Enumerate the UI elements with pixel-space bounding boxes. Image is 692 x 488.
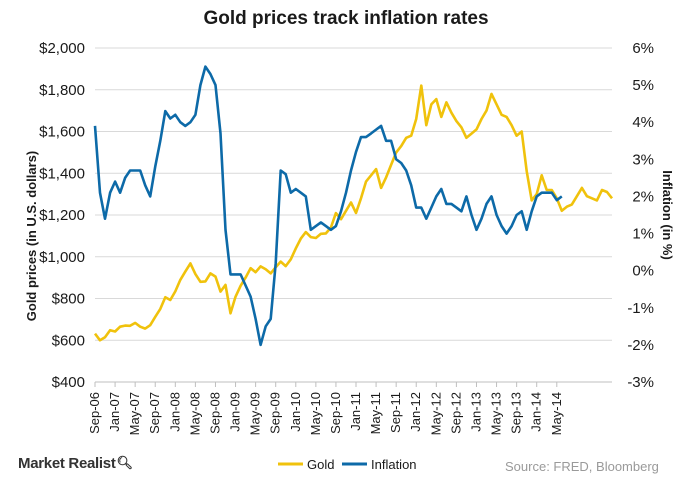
y-left-tick-label: $1,800 <box>39 82 85 99</box>
y-left-tick-label: $1,200 <box>39 207 85 224</box>
x-tick-label: Jan-07 <box>107 392 122 432</box>
x-tick-label: Sep-06 <box>87 392 102 434</box>
x-tick-label: May-09 <box>248 392 263 435</box>
x-tick-label: Sep-12 <box>448 392 463 434</box>
x-axis: Sep-06 Jan-07 May-07 Sep-07 Jan-08 May-08 Sep-… <box>87 381 612 435</box>
x-tick-label: Jan-14 <box>529 392 544 432</box>
y-axis-left: $400 $600 $800 $1,000 $1,200 $1,400 $1,600 $1,8… <box>39 40 85 391</box>
y-right-tick-label: 4% <box>632 114 654 131</box>
y-right-tick-label: 5% <box>632 77 654 94</box>
y-right-tick-label: 2% <box>632 188 654 205</box>
y-right-tick-label: 6% <box>632 40 654 57</box>
series-line-gold <box>93 84 614 342</box>
x-tick-label: Jan-12 <box>408 392 423 432</box>
y-right-tick-label: -3% <box>627 374 654 391</box>
y-left-tick-label: $400 <box>52 374 85 391</box>
y-axis-right-label: Inflation (in %) <box>660 170 675 260</box>
y-right-tick-label: 0% <box>632 263 654 280</box>
x-tick-label: Jan-09 <box>228 392 243 432</box>
grid-lines <box>95 47 612 383</box>
x-tick-label: Sep-10 <box>328 392 343 434</box>
y-right-tick-label: 1% <box>632 226 654 243</box>
source-note: Source: FRED, Bloomberg <box>505 459 659 474</box>
y-axis-right: -3% -2% -1% 0% 1% 2% 3% 4% 5% 6% <box>627 40 654 391</box>
x-tick-label: Jan-08 <box>167 392 182 432</box>
y-right-tick-label: -2% <box>627 337 654 354</box>
x-tick-label: May-08 <box>187 392 202 435</box>
legend-label-gold: Gold <box>307 457 334 472</box>
chart-title: Gold prices track inflation rates <box>203 8 489 29</box>
brand-logo: Market Realist🔍︎ <box>18 455 133 472</box>
series-lines <box>93 65 614 347</box>
x-tick-label: May-07 <box>127 392 142 435</box>
x-tick-label: May-12 <box>428 392 443 435</box>
magnifier-icon: 🔍︎ <box>116 455 134 470</box>
x-tick-label: May-11 <box>368 392 383 434</box>
y-axis-left-label: Gold prices (in U.S. dollars) <box>24 151 39 321</box>
legend: Gold Inflation <box>278 457 417 472</box>
x-tick-label: Sep-11 <box>388 392 403 433</box>
y-left-tick-label: $600 <box>52 332 85 349</box>
x-tick-label: May-14 <box>549 392 564 435</box>
y-left-tick-label: $1,400 <box>39 165 85 182</box>
x-tick-label: Jan-10 <box>288 392 303 432</box>
series-line-inflation <box>93 65 563 347</box>
brand-name: Market Realist <box>18 455 116 472</box>
x-tick-label: May-10 <box>308 392 323 435</box>
y-left-tick-label: $1,600 <box>39 124 85 141</box>
x-tick-label: Sep-09 <box>268 392 283 434</box>
x-tick-label: Sep-07 <box>147 392 162 434</box>
y-left-tick-label: $1,000 <box>39 249 85 266</box>
y-right-tick-label: 3% <box>632 151 654 168</box>
x-tick-label: Jan-13 <box>468 392 483 432</box>
x-tick-label: Jan-11 <box>348 392 363 431</box>
x-tick-label: Sep-08 <box>207 392 222 434</box>
legend-label-inflation: Inflation <box>371 457 417 472</box>
y-left-tick-label: $800 <box>52 291 85 308</box>
x-tick-label: Sep-13 <box>509 392 524 434</box>
y-left-tick-label: $2,000 <box>39 40 85 57</box>
y-right-tick-label: -1% <box>627 300 654 317</box>
x-tick-label: May-13 <box>489 392 504 435</box>
